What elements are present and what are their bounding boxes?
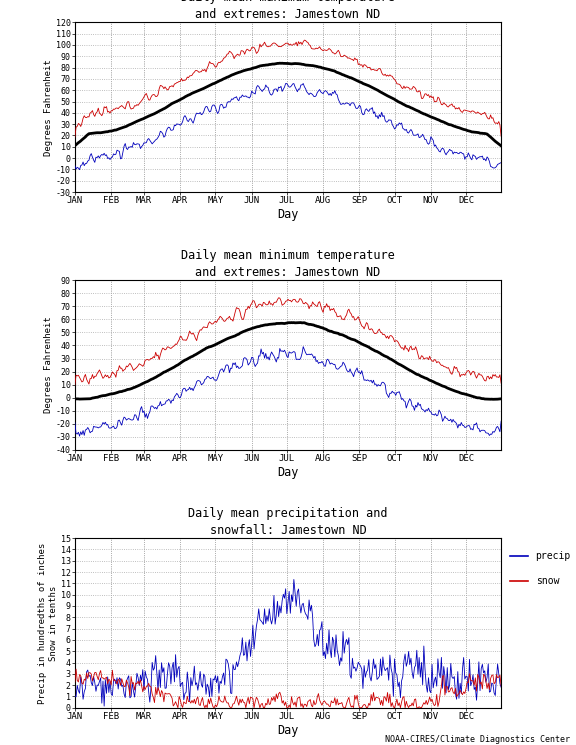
X-axis label: Day: Day	[277, 466, 299, 479]
Title: Daily mean precipitation and
snowfall: Jamestown ND: Daily mean precipitation and snowfall: J…	[188, 507, 388, 537]
Y-axis label: Precip in hundredths of inches
Snow in tenths: Precip in hundredths of inches Snow in t…	[38, 542, 58, 703]
Legend: precip, snow: precip, snow	[510, 551, 571, 586]
X-axis label: Day: Day	[277, 208, 299, 221]
Y-axis label: Degrees Fahrenheit: Degrees Fahrenheit	[44, 59, 53, 156]
Title: Daily mean maximum temperature
and extremes: Jamestown ND: Daily mean maximum temperature and extre…	[181, 0, 395, 21]
Text: NOAA-CIRES/Climate Diagnostics Center: NOAA-CIRES/Climate Diagnostics Center	[385, 735, 570, 744]
X-axis label: Day: Day	[277, 723, 299, 737]
Y-axis label: Degrees Fahrenheit: Degrees Fahrenheit	[44, 317, 53, 413]
Title: Daily mean minimum temperature
and extremes: Jamestown ND: Daily mean minimum temperature and extre…	[181, 249, 395, 279]
